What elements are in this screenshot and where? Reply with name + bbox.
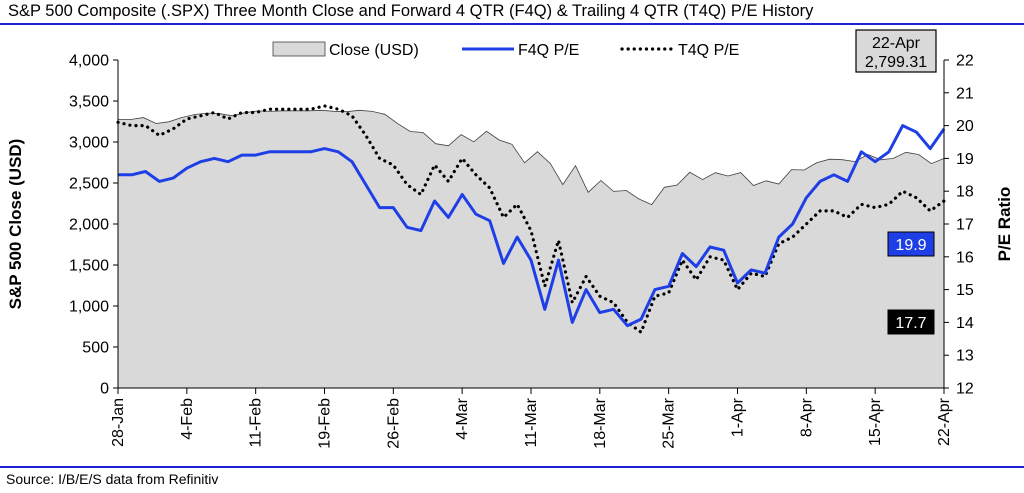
- t4q-line: [116, 104, 946, 335]
- f4q-line: [118, 124, 946, 328]
- annotation-value: 2,799.31: [865, 54, 927, 71]
- legend-label-t4q: T4Q P/E: [678, 42, 739, 59]
- f4q-last-label: 19.9: [895, 237, 926, 254]
- y2-tick-label: 14: [956, 315, 974, 332]
- y-tick-label: 4,000: [69, 53, 109, 70]
- t4q-last-label: 17.7: [895, 315, 926, 332]
- y2-tick-label: 15: [956, 282, 974, 299]
- legend-label-close: Close (USD): [329, 42, 419, 59]
- y-tick-label: 3,500: [69, 94, 109, 111]
- source-note: Source: I/B/E/S data from Refinitiv: [6, 471, 219, 487]
- x-tick-label: 28-Jan: [110, 398, 127, 447]
- y2-tick-label: 18: [956, 184, 974, 201]
- x-tick-label: 11-Mar: [523, 397, 540, 447]
- t4q-last-box: [887, 309, 935, 335]
- legend-label-f4q: F4Q P/E: [518, 42, 579, 59]
- f4q-last-box: [887, 231, 935, 257]
- x-tick-label: 4-Mar: [454, 397, 471, 439]
- y-tick-label: 500: [82, 340, 109, 357]
- x-tick-label: 19-Feb: [317, 398, 334, 449]
- y-tick-label: 3,000: [69, 135, 109, 152]
- chart-title: S&P 500 Composite (.SPX) Three Month Clo…: [8, 2, 814, 20]
- y2-tick-label: 20: [956, 118, 974, 135]
- y-tick-label: 2,500: [69, 176, 109, 193]
- x-tick-label: 26-Feb: [385, 398, 402, 449]
- y-tick-label: 2,000: [69, 217, 109, 234]
- x-tick-label: 8-Apr: [798, 397, 815, 437]
- x-tick-label: 22-Apr: [936, 397, 953, 446]
- y2-tick-label: 22: [956, 53, 974, 70]
- y-axis-title: S&P 500 Close (USD): [6, 139, 25, 310]
- legend-swatch-close: [272, 41, 326, 57]
- x-tick-label: 18-Mar: [592, 397, 609, 448]
- close-area: [118, 110, 944, 389]
- y2-tick-label: 12: [956, 381, 974, 398]
- bottom-rule: [0, 466, 1024, 468]
- y2-tick-label: 21: [956, 85, 974, 102]
- y-tick-label: 1,000: [69, 299, 109, 316]
- y2-tick-label: 16: [956, 249, 974, 266]
- close-line: [117, 109, 945, 206]
- y2-tick-label: 13: [956, 348, 974, 365]
- y2-tick-label: 17: [956, 217, 974, 234]
- y2-tick-label: 19: [956, 151, 974, 168]
- x-tick-label: 1-Apr: [730, 397, 747, 437]
- x-tick-label: 11-Feb: [248, 398, 265, 448]
- y2-axis-title: P/E Ratio: [995, 187, 1014, 262]
- y-tick-label: 1,500: [69, 258, 109, 275]
- annotation-date: 22-Apr: [872, 35, 921, 52]
- chart: 0 500 1,000 1,500 2,000 2,500 3,000 3,500 4,000 1…: [6, 29, 1014, 449]
- x-tick-label: 15-Apr: [867, 397, 884, 446]
- x-tick-label: 4-Feb: [179, 398, 196, 440]
- annotation-box: [855, 29, 937, 73]
- x-tick-label: 25-Mar: [661, 397, 678, 448]
- top-rule: [0, 23, 1024, 25]
- y-tick-label: 0: [100, 381, 109, 398]
